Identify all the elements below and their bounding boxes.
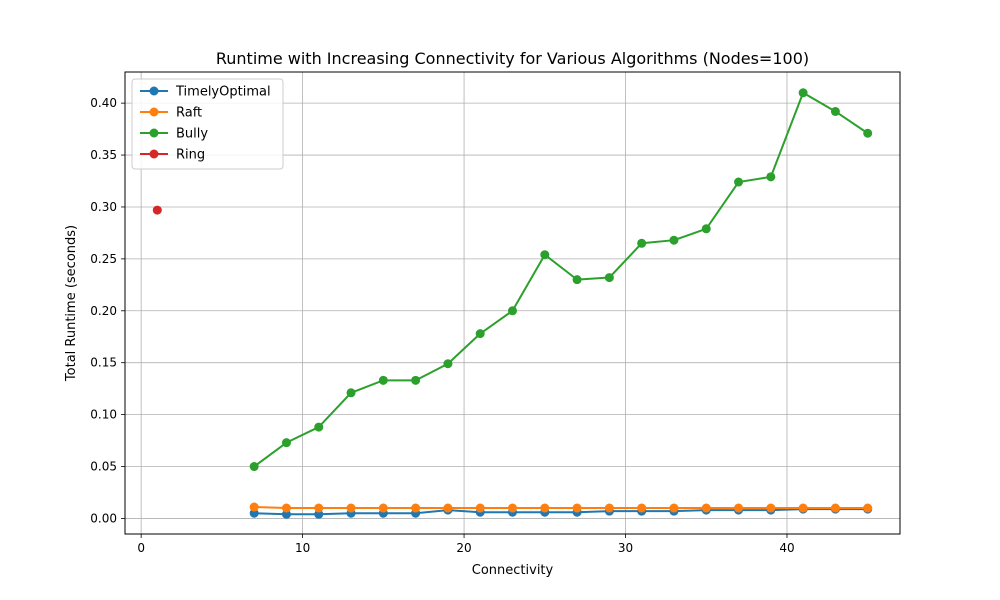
y-tick-label: 0.35	[90, 148, 117, 162]
legend-item-raft: Raft	[140, 106, 202, 121]
data-point-timelyoptimal	[249, 508, 259, 518]
series-line-bully	[253, 91, 869, 468]
data-point-bully	[443, 359, 453, 369]
legend-label: Raft	[176, 106, 202, 121]
data-point-ring	[152, 205, 162, 215]
y-tick-label: 0.30	[90, 200, 117, 214]
series-bully	[249, 88, 873, 472]
data-point-bully	[669, 235, 679, 245]
legend-label: Bully	[176, 127, 208, 142]
data-point-bully	[830, 106, 840, 116]
x-axis: 0 10 20 30 40	[137, 534, 795, 555]
data-point-raft	[863, 503, 873, 513]
x-tick-label: 40	[779, 541, 794, 555]
legend: TimelyOptimal Raft Bully Ring	[131, 78, 284, 170]
data-point-timelyoptimal	[281, 509, 291, 519]
data-point-raft	[508, 503, 517, 513]
data-point-raft	[249, 502, 259, 512]
data-point-bully	[314, 422, 324, 432]
legend-label: Ring	[176, 148, 205, 163]
y-tick-label: 0.40	[90, 96, 117, 110]
data-point-timelyoptimal	[314, 509, 324, 519]
data-point-raft	[701, 503, 711, 513]
data-point-bully	[701, 224, 711, 234]
y-tick-label: 0.10	[90, 408, 117, 422]
data-point-raft	[411, 503, 421, 513]
data-point-bully	[863, 128, 873, 138]
x-tick-label: 0	[137, 541, 145, 555]
legend-item-ring: Ring	[140, 148, 205, 163]
data-point-raft	[637, 503, 647, 513]
y-axis: 0.00 0.05 0.10 0.15 0.20 0.25 0.30 0.35 0.40	[90, 96, 125, 525]
x-axis-label: Connectivity	[472, 563, 554, 578]
data-point-bully	[346, 388, 356, 398]
y-axis-label: Total Runtime (seconds)	[64, 225, 79, 382]
series-ring	[152, 205, 162, 215]
data-point-bully	[734, 177, 744, 187]
series-raft	[249, 502, 873, 513]
y-tick-label: 0.00	[90, 511, 117, 525]
legend-item-timelyoptimal: TimelyOptimal	[140, 85, 271, 100]
data-point-bully	[411, 375, 421, 385]
data-point-bully	[604, 273, 614, 283]
legend-swatch-marker	[149, 128, 159, 138]
legend-item-bully: Bully	[140, 127, 208, 142]
data-point-raft	[830, 503, 840, 513]
chart-title: Runtime with Increasing Connectivity for…	[216, 49, 809, 68]
y-tick-label: 0.25	[90, 252, 117, 266]
legend-label: TimelyOptimal	[175, 85, 271, 100]
data-point-bully	[798, 88, 808, 98]
data-point-bully	[508, 306, 517, 316]
plot-area-frame	[124, 71, 901, 535]
series-line-timelyoptimal	[254, 508, 868, 516]
data-point-raft	[378, 503, 388, 513]
data-point-raft	[475, 503, 485, 513]
series-layer	[152, 88, 873, 519]
data-point-bully	[475, 329, 485, 339]
data-point-raft	[798, 503, 808, 513]
data-point-bully	[766, 172, 776, 182]
data-point-raft	[669, 503, 679, 513]
data-point-bully	[378, 375, 388, 385]
data-point-bully	[572, 275, 582, 285]
data-point-raft	[604, 503, 614, 513]
x-tick-label: 20	[456, 541, 471, 555]
legend-swatch-marker	[149, 149, 159, 159]
legend-swatch-marker	[149, 107, 159, 117]
legend-frame	[131, 78, 284, 170]
data-point-raft	[766, 503, 776, 513]
legend-swatch-marker	[149, 86, 159, 96]
data-point-raft	[734, 503, 744, 513]
y-tick-label: 0.05	[90, 460, 117, 474]
data-point-raft	[314, 503, 324, 513]
data-point-raft	[281, 503, 291, 513]
data-point-raft	[346, 503, 356, 513]
data-point-bully	[281, 438, 291, 448]
data-point-raft	[443, 503, 453, 513]
x-tick-label: 10	[295, 541, 310, 555]
data-point-bully	[637, 238, 647, 248]
data-point-raft	[540, 503, 550, 513]
y-tick-label: 0.20	[90, 304, 117, 318]
y-tick-label: 0.15	[90, 356, 117, 370]
x-tick-label: 30	[618, 541, 633, 555]
data-point-bully	[540, 250, 550, 260]
data-point-bully	[249, 462, 259, 472]
series-line-raft	[254, 506, 868, 510]
data-point-raft	[572, 503, 582, 513]
